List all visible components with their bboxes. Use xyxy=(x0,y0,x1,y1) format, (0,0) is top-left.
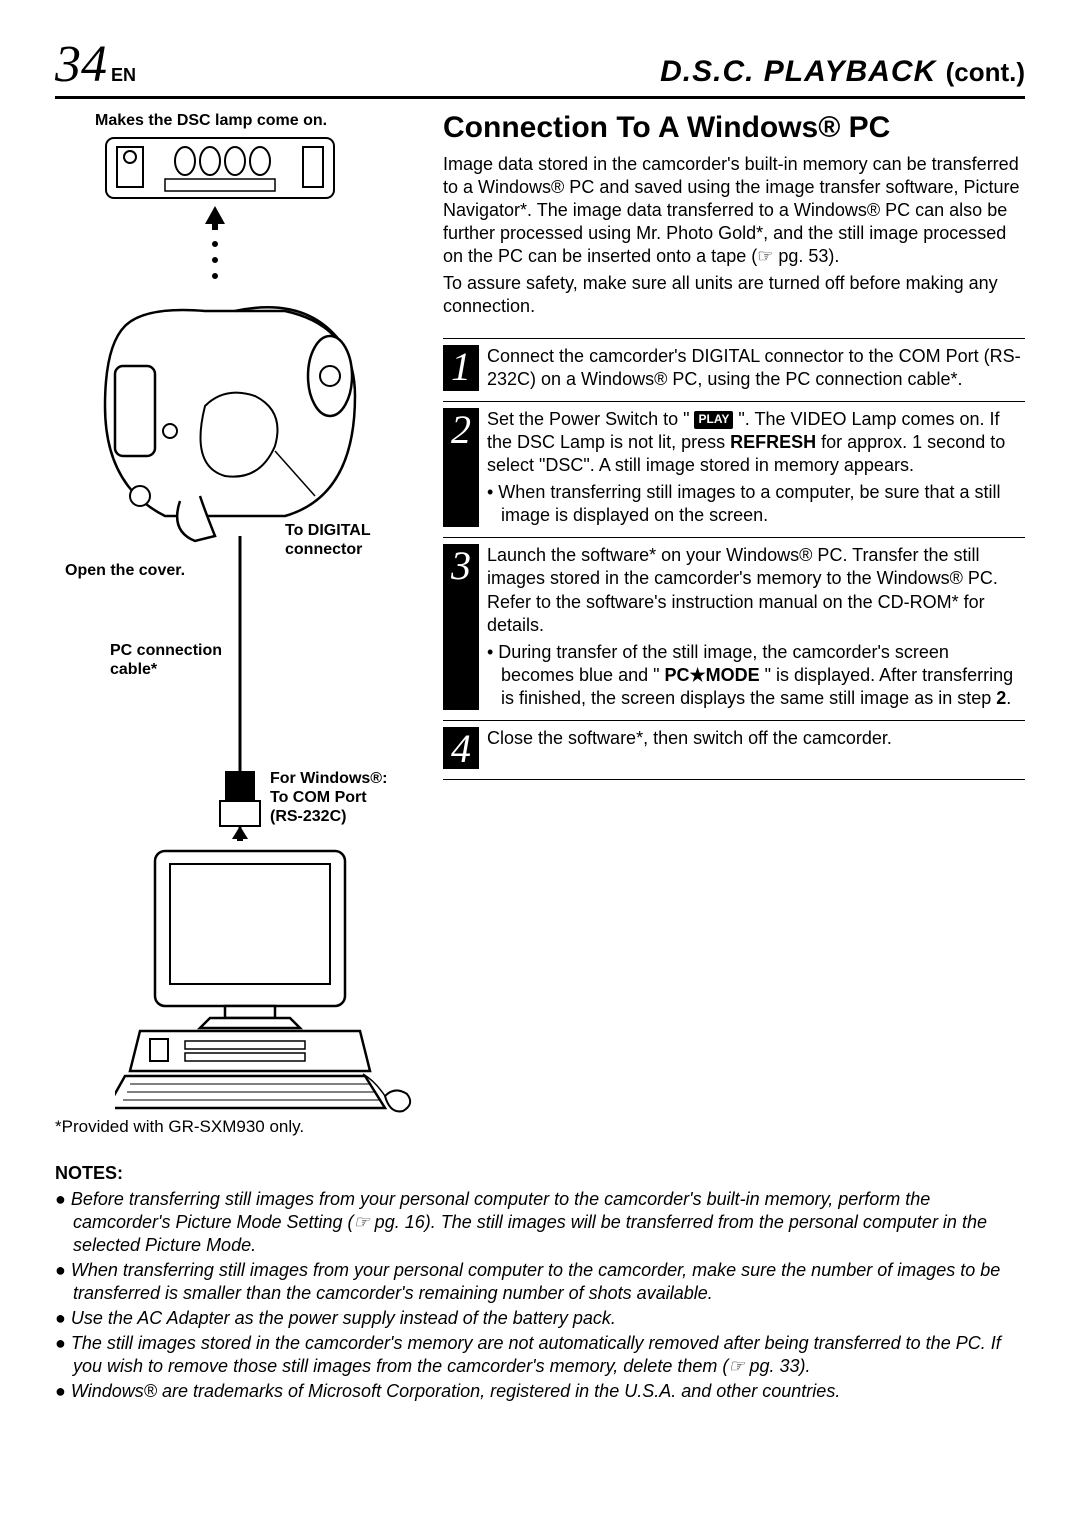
label-digital-connector: To DIGITAL connector xyxy=(285,521,405,559)
page-lang: EN xyxy=(111,65,136,85)
step-number: 3 xyxy=(443,544,479,709)
label-open-cover: Open the cover. xyxy=(65,561,185,580)
intro-p1: Image data stored in the camcorder's bui… xyxy=(443,153,1025,268)
page-number-block: 34EN xyxy=(55,35,136,94)
note-item: Before transferring still images from yo… xyxy=(55,1188,1025,1257)
step-number: 2 xyxy=(443,408,479,527)
step-number: 1 xyxy=(443,345,479,391)
camcorder-icon xyxy=(85,286,385,546)
step-2-sub: • When transferring still images to a co… xyxy=(487,481,1025,527)
step-4: 4 Close the software*, then switch off t… xyxy=(443,720,1025,780)
diagram-column: Makes the DSC lamp come on. xyxy=(55,111,415,1137)
section-cont: (cont.) xyxy=(946,57,1025,87)
pc-icon xyxy=(115,846,415,1126)
step-3-sub: • During transfer of the still image, th… xyxy=(487,641,1025,710)
connector-plug-icon xyxy=(215,771,265,841)
notes-title: NOTES: xyxy=(55,1163,1025,1184)
intro-p2: To assure safety, make sure all units ar… xyxy=(443,272,1025,318)
label-dsc-lamp: Makes the DSC lamp come on. xyxy=(95,111,327,130)
control-panel-icon xyxy=(105,137,335,207)
section-title: D.S.C. PLAYBACK (cont.) xyxy=(660,55,1025,89)
section-name: D.S.C. PLAYBACK xyxy=(660,55,936,88)
note-item: The still images stored in the camcorder… xyxy=(55,1332,1025,1378)
note-item: When transferring still images from your… xyxy=(55,1259,1025,1305)
body-columns: Makes the DSC lamp come on. xyxy=(55,111,1025,1137)
step-2-body: Set the Power Switch to " PLAY ". The VI… xyxy=(487,408,1025,527)
note-item: Use the AC Adapter as the power supply i… xyxy=(55,1307,1025,1330)
notes-section: NOTES: Before transferring still images … xyxy=(55,1163,1025,1403)
page-number: 34 xyxy=(55,36,107,93)
label-pc-cable: PC connection cable* xyxy=(110,641,240,679)
step-2: 2 Set the Power Switch to " PLAY ". The … xyxy=(443,401,1025,537)
step-number: 4 xyxy=(443,727,479,769)
step-2-pre: Set the Power Switch to " xyxy=(487,409,694,429)
page-header: 34EN D.S.C. PLAYBACK (cont.) xyxy=(55,35,1025,99)
step-4-body: Close the software*, then switch off the… xyxy=(487,727,1025,769)
connection-diagram: Makes the DSC lamp come on. xyxy=(55,111,415,1111)
intro-text: Image data stored in the camcorder's bui… xyxy=(443,153,1025,318)
content-column: Connection To A Windows® PC Image data s… xyxy=(443,111,1025,1137)
step-3: 3 Launch the software* on your Windows® … xyxy=(443,537,1025,719)
step-3-sub-bold2: 2 xyxy=(996,688,1006,708)
arrow-down-icon xyxy=(200,206,230,296)
step-1: 1 Connect the camcorder's DIGITAL connec… xyxy=(443,338,1025,401)
play-badge: PLAY xyxy=(694,411,733,428)
steps-list: 1 Connect the camcorder's DIGITAL connec… xyxy=(443,338,1025,779)
note-item: Windows® are trademarks of Microsoft Cor… xyxy=(55,1380,1025,1403)
notes-list: Before transferring still images from yo… xyxy=(55,1188,1025,1403)
label-com-port: For Windows®: To COM Port (RS-232C) xyxy=(270,769,400,827)
step-1-body: Connect the camcorder's DIGITAL connecto… xyxy=(487,345,1025,391)
pcmode-label: PC★MODE xyxy=(665,665,760,685)
step-3-body: Launch the software* on your Windows® PC… xyxy=(487,544,1025,709)
subheading: Connection To A Windows® PC xyxy=(443,111,1025,145)
step-3-text: Launch the software* on your Windows® PC… xyxy=(487,545,998,634)
step-2-bold: REFRESH xyxy=(730,432,816,452)
step-3-sub-post2: . xyxy=(1006,688,1011,708)
